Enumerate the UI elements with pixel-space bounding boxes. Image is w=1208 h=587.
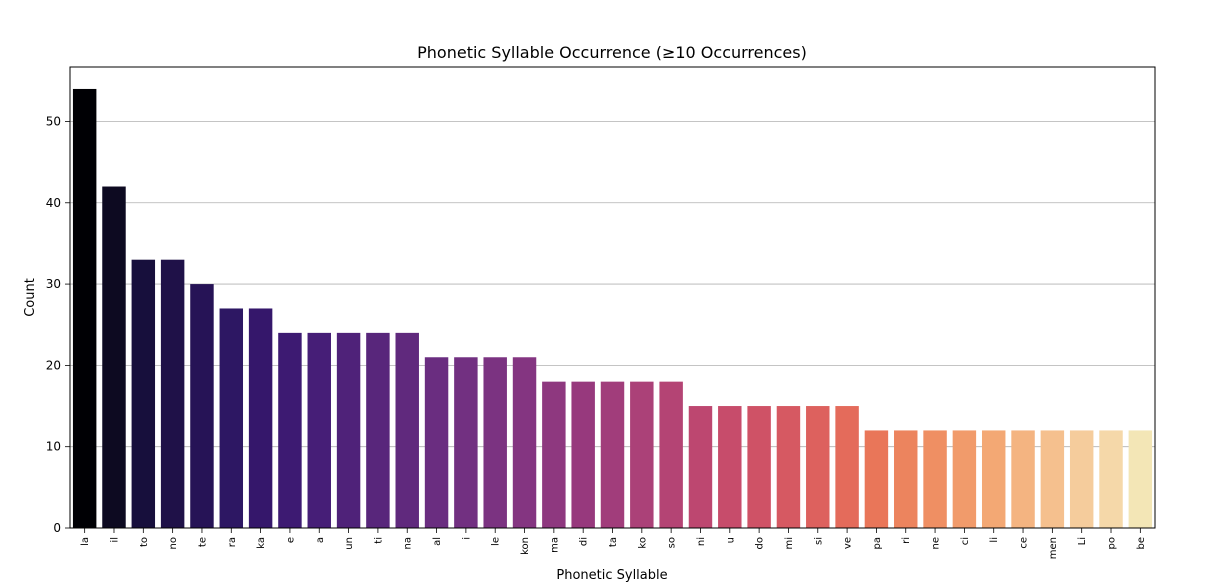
x-tick-label: ma [549,537,560,553]
x-tick-label: ci [960,537,971,545]
x-tick-label: be [1136,537,1147,550]
chart-title: Phonetic Syllable Occurrence (≥10 Occurr… [417,43,807,62]
bar-to [131,259,156,528]
x-tick-label: la [80,537,91,546]
bar-te [190,284,214,528]
x-tick-label: ri [901,537,912,544]
x-tick-label: i [461,537,472,540]
bar-li [981,430,1006,528]
bar-ka [248,308,273,528]
x-axis-ticks: la il to no te ra ka e a un ti na al i le kon ma di ta ko so… [80,528,1147,559]
bar-ve [835,406,859,528]
x-tick-label: ce [1019,537,1030,549]
bar-i [454,357,478,528]
x-tick-label: ra [227,537,238,547]
x-tick-label: so [667,537,678,548]
bar-ce [1011,430,1035,528]
plot-frame [69,66,1156,529]
bar-ne [923,430,947,528]
bar-mi [776,406,801,528]
x-tick-label: mi [784,537,795,550]
bar-men [1040,430,1065,528]
x-tick-label: na [403,537,414,549]
bar-ni [688,406,713,528]
y-axis-ticks: 0 10 20 30 40 50 [46,114,70,535]
x-tick-label: men [1048,537,1059,559]
x-tick-label: a [315,537,326,543]
x-tick-label: Li [1077,537,1088,545]
y-tick-label: 50 [46,114,61,128]
x-tick-label: e [285,537,296,543]
y-tick-label: 30 [46,277,61,291]
x-tick-label: ne [931,537,942,550]
x-tick-label: do [755,537,766,549]
bar-si [806,406,830,528]
bar-ri [894,430,918,528]
bar-kon [512,357,537,528]
x-tick-label: to [139,537,150,547]
x-axis-label: Phonetic Syllable [556,568,667,583]
bar-u [718,406,742,528]
bar-na [395,332,419,528]
bar-ti [366,332,390,528]
bar-e [278,332,302,528]
bar-po [1099,430,1123,528]
x-tick-label: di [579,537,590,546]
x-tick-label: ve [843,537,854,549]
bar-ko [630,381,654,528]
bar-Li [1069,430,1094,528]
bar-pa [864,430,889,528]
x-tick-label: le [491,537,502,546]
bar-ra [219,308,244,528]
bar-ta [600,381,625,528]
bar-so [659,381,683,528]
x-tick-label: no [168,537,179,549]
x-tick-label: li [989,537,1000,543]
bar-al [424,357,449,528]
x-tick-label: ti [373,537,384,544]
y-tick-label: 40 [46,196,61,210]
bar-no [160,259,185,528]
x-tick-label: po [1107,537,1118,549]
y-axis-label: Count [23,278,38,317]
x-tick-label: pa [872,537,883,549]
bar-a [307,332,331,528]
bar-ma [542,381,566,528]
x-tick-label: ka [256,537,267,549]
y-tick-label: 0 [53,521,61,535]
x-tick-label: ni [696,537,707,546]
bars [72,88,1153,528]
x-tick-label: kon [520,537,531,555]
bar-be [1128,430,1153,528]
x-tick-label: al [432,537,443,546]
bar-di [571,381,595,528]
x-tick-label: ta [608,537,619,547]
y-tick-label: 20 [46,358,61,372]
x-tick-label: il [109,537,120,543]
bar-ci [952,430,977,528]
x-tick-label: u [725,537,736,543]
x-tick-label: un [344,537,355,550]
bar-un [336,332,361,528]
bar-le [483,357,507,528]
bar-il [102,186,126,528]
bar-la [72,88,97,528]
y-tick-label: 10 [46,440,61,454]
bar-do [747,406,771,528]
x-tick-label: te [197,537,208,547]
x-tick-label: si [813,537,824,545]
x-tick-label: ko [637,537,648,549]
